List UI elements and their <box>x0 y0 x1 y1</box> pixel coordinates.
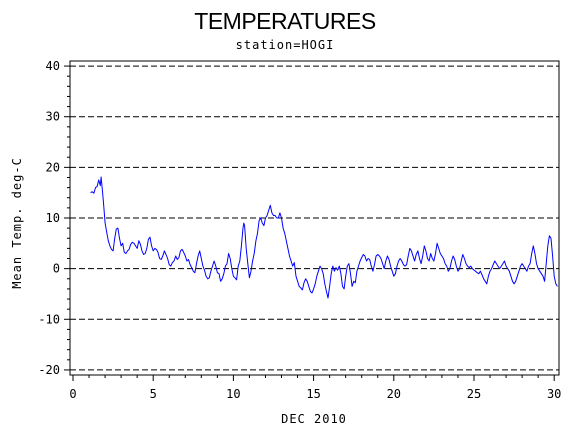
chart-title: TEMPERATURES <box>194 8 376 34</box>
x-axis-label: DEC 2010 <box>281 412 347 426</box>
y-tick-label: 30 <box>46 110 60 124</box>
x-tick-label: 0 <box>69 387 76 401</box>
gridlines <box>70 65 559 371</box>
series-line-temperature <box>90 176 558 299</box>
x-tick-label: 20 <box>387 387 401 401</box>
x-tick-label: 5 <box>150 387 157 401</box>
series-layer <box>90 176 558 299</box>
minor-ticks <box>67 75 539 378</box>
y-tick-label: -10 <box>38 312 60 326</box>
tick-labels: -20 -10 0 10 20 30 40 0 5 10 15 20 25 30 <box>38 59 561 401</box>
y-tick-label: 20 <box>46 160 60 174</box>
axis-ticks <box>64 65 555 381</box>
x-tick-label: 25 <box>467 387 481 401</box>
y-axis-label: Mean Temp. deg-C <box>10 157 24 289</box>
chart-subtitle: station=HOGI <box>236 38 335 52</box>
y-tick-label: 40 <box>46 59 60 73</box>
y-tick-label: 0 <box>53 262 60 276</box>
plot-frame <box>69 60 560 376</box>
x-tick-label: 10 <box>226 387 240 401</box>
y-tick-label: -20 <box>38 363 60 377</box>
x-tick-label: 15 <box>306 387 320 401</box>
x-tick-label: 30 <box>547 387 561 401</box>
y-tick-label: 10 <box>46 211 60 225</box>
